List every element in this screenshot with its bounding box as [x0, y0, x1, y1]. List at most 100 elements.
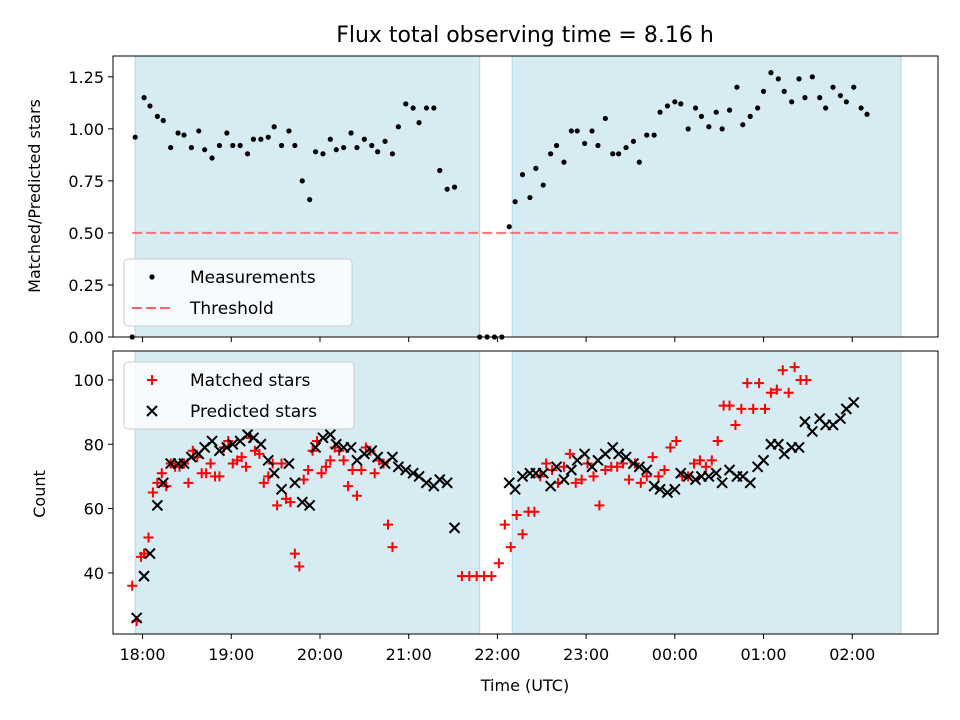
predicted-star-point: [262, 454, 274, 467]
measurement-point: [444, 186, 450, 192]
measurement-point: [533, 165, 539, 171]
measurement-point: [395, 124, 401, 130]
matched-star-point: [771, 384, 782, 395]
xtick-label: 02:00: [829, 645, 875, 664]
predicted-star-point: [799, 416, 811, 428]
measurement-point: [265, 134, 271, 140]
measurement-point: [451, 184, 458, 190]
matched-star-point: [241, 461, 252, 472]
matched-star-point: [671, 436, 682, 447]
predicted-star-point: [309, 441, 322, 454]
measurement-point: [437, 167, 443, 174]
predicted-star-point: [648, 480, 660, 492]
predicted-star-point: [509, 483, 521, 495]
matched-star-point: [689, 458, 700, 469]
matched-star-point: [588, 471, 599, 482]
matched-star-point: [139, 548, 150, 559]
measurement-point: [132, 134, 138, 140]
matched-star-point: [254, 448, 265, 459]
top-ytick-label: 0.50: [68, 224, 104, 243]
matched-star-point: [325, 455, 336, 466]
predicted-star-point: [185, 451, 198, 463]
predicted-star-point: [565, 464, 578, 476]
measurement-point: [333, 147, 339, 153]
matched-star-point: [641, 471, 652, 482]
predicted-star-point: [654, 483, 666, 495]
top-legend: Measurements Threshold: [123, 258, 353, 327]
predicted-star-point: [689, 473, 702, 486]
measurement-point: [258, 136, 264, 142]
measurement-point: [623, 144, 629, 151]
measurement-point: [809, 74, 815, 80]
matched-star-point: [205, 458, 216, 469]
matched-star-point: [338, 455, 349, 466]
matched-star-point: [383, 519, 393, 530]
measurement-point: [224, 130, 230, 136]
matched-star-point: [298, 474, 309, 485]
xtick-label: 22:00: [474, 645, 520, 664]
predicted-star-point: [806, 425, 819, 438]
matched-star-point: [706, 455, 717, 466]
predicted-star-point: [434, 473, 446, 486]
measurement-point: [196, 128, 202, 134]
matched-star-point: [570, 477, 581, 488]
predicted-star-point: [757, 454, 770, 467]
predicted-star-point: [130, 612, 143, 624]
matched-star-point: [505, 542, 516, 553]
matched-star-point: [347, 464, 358, 475]
matched-star-point: [541, 458, 552, 469]
measurement-point: [506, 224, 512, 230]
predicted-star-point: [392, 461, 405, 473]
matched-star-point: [789, 362, 800, 373]
predicted-star-point: [441, 477, 453, 489]
measurement-point: [154, 113, 160, 119]
measurement-point: [817, 95, 823, 101]
matched-star-point: [700, 461, 711, 472]
xtick-label: 21:00: [386, 645, 432, 664]
matched-star-point: [143, 532, 154, 543]
bottom-axes-frame: [112, 350, 939, 635]
measurement-point: [216, 142, 223, 149]
measurement-point: [519, 172, 526, 178]
measurement-point: [685, 126, 691, 132]
measurement-point: [237, 142, 243, 149]
predicted-star-point: [641, 464, 653, 476]
measurement-point: [657, 109, 663, 115]
matched-star-point: [156, 468, 167, 479]
matched-star-point: [635, 477, 646, 488]
measurement-point: [582, 140, 588, 147]
matched-star-point: [665, 442, 676, 453]
measurement-point: [160, 117, 166, 124]
matched-star-point: [653, 471, 664, 482]
measurement-point: [775, 76, 781, 82]
measurement-point: [851, 84, 857, 90]
predicted-star-point: [275, 483, 288, 495]
predicted-star-point: [283, 457, 295, 470]
predicted-star-point: [633, 461, 646, 473]
predicted-star-point: [227, 438, 239, 450]
matched-star-point: [369, 468, 380, 479]
measurement-point: [341, 144, 347, 151]
measurement-point: [726, 107, 733, 113]
measurement-point: [354, 144, 360, 151]
measurement-point: [416, 120, 422, 126]
measurement-point: [209, 155, 215, 161]
predicted-star-point: [661, 486, 674, 499]
bottom-panel: 40 60 80 100 18:00 19:00 20:00 21:00 22:00 23:00 0…: [73, 350, 939, 664]
matched-star-point: [724, 400, 735, 411]
measurement-point: [636, 159, 642, 165]
matched-star-point: [493, 558, 504, 569]
top-panel: 0.00 0.25 0.50 0.75 1.00 1.25 Measurements Thre…: [68, 55, 939, 347]
predicted-star-point: [221, 441, 233, 454]
measurement-point: [361, 136, 367, 142]
predicted-star-point: [558, 473, 570, 486]
measurement-point: [672, 99, 678, 105]
predicted-star-point: [324, 428, 337, 441]
measurement-point: [375, 149, 381, 155]
matched-star-point: [316, 468, 327, 479]
predicted-star-point: [420, 477, 433, 489]
predicted-star-point: [744, 477, 756, 489]
matched-star-point: [214, 471, 225, 482]
predicted-star-point: [716, 477, 728, 489]
measurement-point: [230, 142, 236, 149]
